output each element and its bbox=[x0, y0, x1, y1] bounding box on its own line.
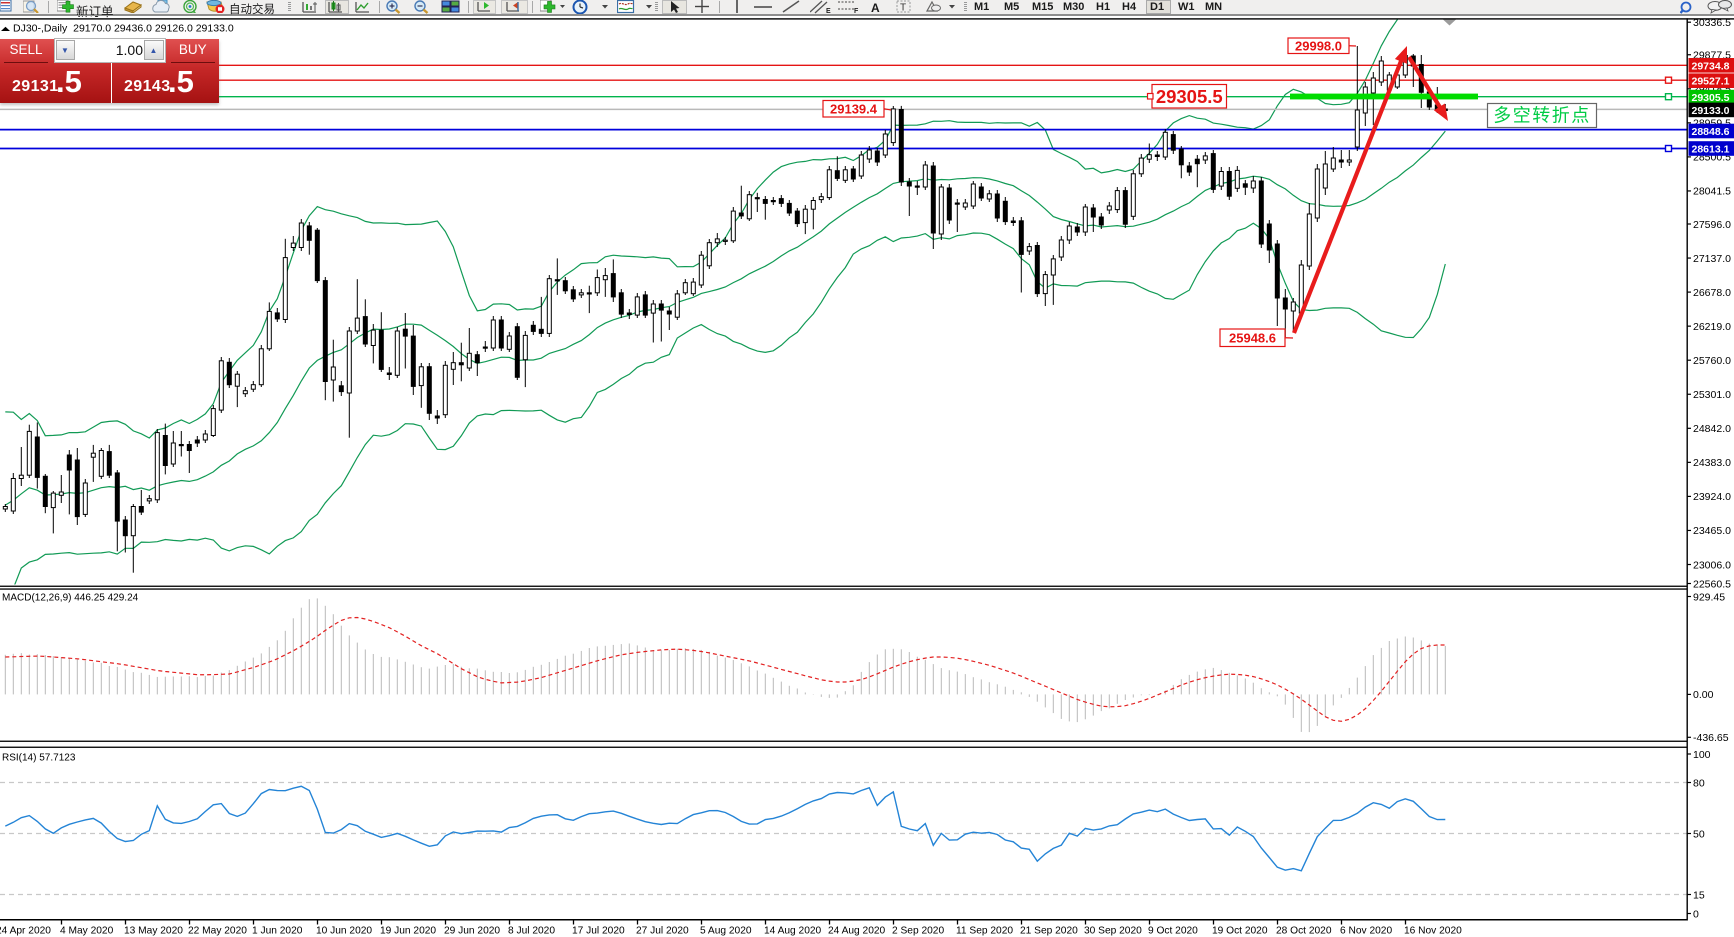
svg-text:50: 50 bbox=[1693, 828, 1705, 840]
svg-text:29305.5: 29305.5 bbox=[1692, 92, 1730, 104]
svg-text:24 Apr 2020: 24 Apr 2020 bbox=[0, 926, 51, 937]
svg-text:8 Jul 2020: 8 Jul 2020 bbox=[508, 926, 555, 937]
svg-text:T: T bbox=[900, 3, 906, 14]
svg-text:13 May 2020: 13 May 2020 bbox=[124, 926, 183, 937]
svg-text:16 Nov 2020: 16 Nov 2020 bbox=[1404, 926, 1462, 937]
svg-text:29139.4: 29139.4 bbox=[830, 101, 878, 116]
svg-text:19 Jun 2020: 19 Jun 2020 bbox=[380, 926, 436, 937]
svg-text:27596.0: 27596.0 bbox=[1693, 219, 1731, 231]
svg-text:80: 80 bbox=[1693, 777, 1705, 789]
svg-text:29305.5: 29305.5 bbox=[1156, 86, 1223, 107]
svg-text:24842.0: 24842.0 bbox=[1693, 423, 1731, 435]
svg-text:25948.6: 25948.6 bbox=[1229, 330, 1276, 345]
svg-text:2 Sep 2020: 2 Sep 2020 bbox=[892, 926, 944, 937]
svg-text:23006.0: 23006.0 bbox=[1693, 559, 1731, 571]
svg-text:28041.5: 28041.5 bbox=[1693, 186, 1731, 198]
svg-text:1 Jun 2020: 1 Jun 2020 bbox=[252, 926, 303, 937]
svg-text:4 May 2020: 4 May 2020 bbox=[60, 926, 114, 937]
svg-text:29998.0: 29998.0 bbox=[1295, 38, 1342, 53]
svg-text:-436.65: -436.65 bbox=[1693, 732, 1729, 744]
svg-text:28613.1: 28613.1 bbox=[1692, 144, 1730, 156]
svg-text:15: 15 bbox=[1693, 889, 1705, 901]
svg-text:28848.6: 28848.6 bbox=[1692, 126, 1730, 138]
svg-text:25301.0: 25301.0 bbox=[1693, 389, 1731, 401]
svg-text:27137.0: 27137.0 bbox=[1693, 253, 1731, 265]
svg-text:27 Jul 2020: 27 Jul 2020 bbox=[636, 926, 689, 937]
svg-text:E: E bbox=[826, 8, 831, 14]
svg-text:29133.0: 29133.0 bbox=[1692, 105, 1730, 117]
svg-text:RSI(14) 57.7123: RSI(14) 57.7123 bbox=[2, 753, 76, 764]
svg-text:F: F bbox=[854, 8, 859, 14]
svg-text:30 Sep 2020: 30 Sep 2020 bbox=[1084, 926, 1142, 937]
svg-text:26678.0: 26678.0 bbox=[1693, 287, 1731, 299]
svg-text:MACD(12,26,9) 446.25 429.24: MACD(12,26,9) 446.25 429.24 bbox=[2, 593, 139, 604]
svg-text:29734.8: 29734.8 bbox=[1692, 60, 1730, 72]
svg-text:24 Aug 2020: 24 Aug 2020 bbox=[828, 926, 886, 937]
svg-text:6 Nov 2020: 6 Nov 2020 bbox=[1340, 926, 1392, 937]
svg-text:28 Oct 2020: 28 Oct 2020 bbox=[1276, 926, 1332, 937]
svg-text:30336.5: 30336.5 bbox=[1693, 17, 1731, 29]
svg-text:23465.0: 23465.0 bbox=[1693, 525, 1731, 537]
svg-text:DJ30-,Daily 29170.0 29436.0 2: DJ30-,Daily 29170.0 29436.0 29126.0 2913… bbox=[13, 23, 234, 35]
svg-text:22 May 2020: 22 May 2020 bbox=[188, 926, 247, 937]
svg-text:5 Aug 2020: 5 Aug 2020 bbox=[700, 926, 752, 937]
svg-text:24383.0: 24383.0 bbox=[1693, 457, 1731, 469]
svg-text:11 Sep 2020: 11 Sep 2020 bbox=[956, 926, 1013, 937]
svg-text:10 Jun 2020: 10 Jun 2020 bbox=[316, 926, 372, 937]
svg-text:9 Oct 2020: 9 Oct 2020 bbox=[1148, 926, 1198, 937]
svg-text:29 Jun 2020: 29 Jun 2020 bbox=[444, 926, 500, 937]
svg-text:929.45: 929.45 bbox=[1693, 591, 1725, 603]
svg-text:0.00: 0.00 bbox=[1693, 689, 1714, 701]
svg-text:26219.0: 26219.0 bbox=[1693, 321, 1731, 333]
svg-text:多空转折点: 多空转折点 bbox=[1493, 106, 1591, 126]
svg-text:17 Jul 2020: 17 Jul 2020 bbox=[572, 926, 625, 937]
svg-text:25760.0: 25760.0 bbox=[1693, 355, 1731, 367]
svg-text:21 Sep 2020: 21 Sep 2020 bbox=[1020, 926, 1078, 937]
svg-text:29527.1: 29527.1 bbox=[1692, 76, 1730, 88]
svg-text:0: 0 bbox=[1693, 908, 1699, 920]
svg-text:100: 100 bbox=[1693, 749, 1711, 761]
svg-text:19 Oct 2020: 19 Oct 2020 bbox=[1212, 926, 1268, 937]
svg-text:23924.0: 23924.0 bbox=[1693, 491, 1731, 503]
svg-text:22560.5: 22560.5 bbox=[1693, 578, 1731, 590]
svg-text:14 Aug 2020: 14 Aug 2020 bbox=[764, 926, 822, 937]
